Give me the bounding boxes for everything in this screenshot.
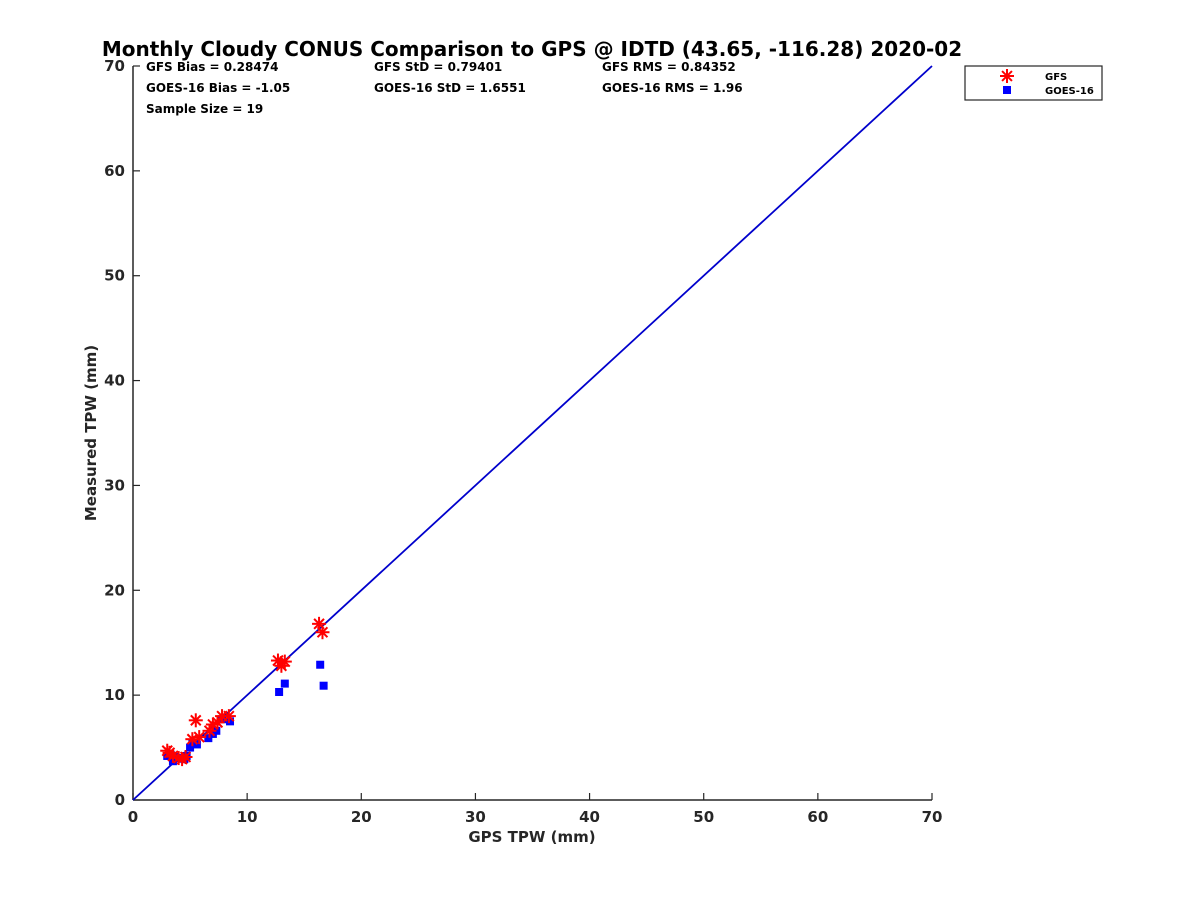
gfs-point: [221, 709, 236, 724]
y-tick-label: 60: [104, 162, 125, 180]
goes-16-point: [319, 681, 328, 690]
x-tick-label: 60: [807, 808, 828, 826]
x-tick-label: 20: [351, 808, 372, 826]
goes-16-point: [275, 687, 284, 696]
y-axis-label: Measured TPW (mm): [82, 345, 100, 521]
stat-text: GOES-16 StD = 1.6551: [374, 81, 526, 95]
legend-gfs-label: GFS: [1045, 72, 1067, 83]
asterisk-stroke: [186, 733, 199, 745]
plot-axes: 0 10 20 30 40 50 60 70 0 10 20 30 40 50 60 70: [104, 57, 942, 826]
stat-text: GFS StD = 0.79401: [374, 60, 502, 74]
x-tick-label: 10: [237, 808, 258, 826]
asterisk-stroke: [223, 710, 235, 722]
y-tick-label: 30: [104, 476, 125, 494]
gfs-point: [185, 732, 200, 747]
y-tick-label: 10: [104, 686, 125, 704]
asterisk-stroke: [167, 750, 179, 762]
stat-text: GFS Bias = 0.28474: [146, 60, 278, 74]
stat-text: Sample Size = 19: [146, 102, 263, 116]
legend-box: [964, 65, 1103, 101]
goes-16-point: [316, 660, 325, 669]
y-tick-label: 0: [115, 791, 125, 809]
stat-text: GOES-16 RMS = 1.96: [602, 81, 743, 95]
y-tick-label: 50: [104, 267, 125, 285]
goes-16-point: [226, 717, 235, 726]
x-tick-label: 40: [579, 808, 600, 826]
gfs-point: [210, 715, 225, 730]
gfs-point: [188, 713, 203, 728]
asterisk-stroke: [316, 626, 329, 638]
x-axis-label: GPS TPW (mm): [468, 828, 595, 846]
x-tick-label: 70: [922, 808, 943, 826]
identity-line-group: [132, 65, 933, 801]
legend-gfs-marker: [1000, 69, 1014, 83]
chart-title: Monthly Cloudy CONUS Comparison to GPS @…: [102, 37, 962, 61]
y-tick-label: 40: [104, 372, 125, 390]
stat-text: GFS RMS = 0.84352: [602, 60, 736, 74]
goes-16-point: [186, 743, 195, 752]
goes-16-point: [280, 679, 289, 688]
asterisk-stroke: [1001, 70, 1013, 82]
data-points-group: [160, 616, 330, 767]
goes-16-point: [204, 734, 213, 743]
legend: GFS GOES-16: [964, 65, 1103, 101]
x-tick-label: 0: [128, 808, 138, 826]
identity-line: [132, 65, 933, 801]
gfs-point: [315, 625, 330, 640]
gfs-point: [192, 730, 207, 745]
x-tick-label: 50: [693, 808, 714, 826]
y-tick-label: 70: [104, 57, 125, 75]
legend-goes-16-marker: [1003, 86, 1011, 94]
asterisk-stroke: [211, 716, 224, 729]
x-tick-label: 30: [465, 808, 486, 826]
asterisk-stroke: [279, 655, 291, 668]
y-tick-label: 20: [104, 581, 125, 599]
asterisk-stroke: [176, 753, 188, 765]
gfs-point: [175, 752, 190, 767]
gfs-point: [277, 654, 292, 669]
stats-text-group: GFS Bias = 0.28474 GFS StD = 0.79401 GFS R…: [146, 60, 743, 116]
asterisk-stroke: [313, 618, 325, 630]
stat-text: GOES-16 Bias = -1.05: [146, 81, 290, 95]
legend-goes-16-label: GOES-16: [1045, 86, 1094, 97]
asterisk-stroke: [190, 714, 202, 726]
asterisk-stroke: [193, 731, 205, 743]
